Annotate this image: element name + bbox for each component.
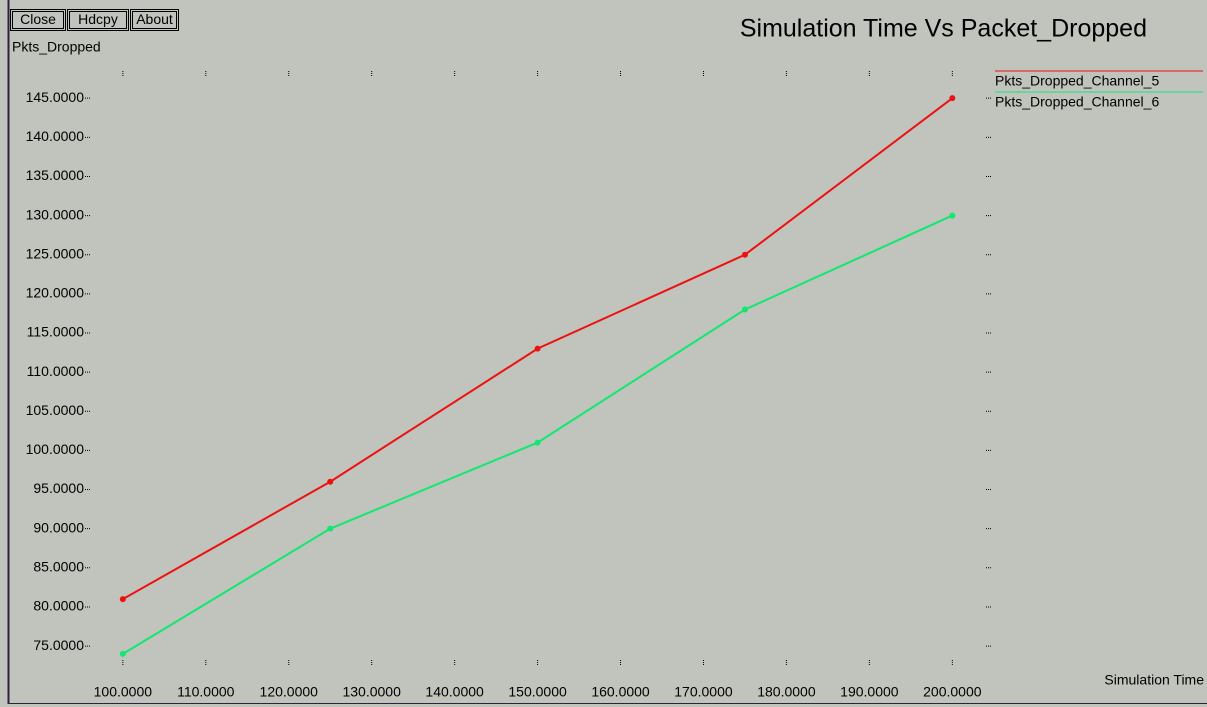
x-tick-label: 170.0000 bbox=[674, 684, 733, 700]
y-tick-label: 80.0000 bbox=[33, 598, 84, 614]
x-tick-label: 150.0000 bbox=[508, 684, 567, 700]
y-tick-label: 125.0000 bbox=[26, 245, 85, 261]
y-tick-label: 105.0000 bbox=[26, 402, 85, 418]
x-tick-label: 130.0000 bbox=[342, 684, 401, 700]
data-point bbox=[119, 596, 126, 603]
hdcpy-button[interactable]: Hdcpy bbox=[67, 9, 129, 31]
y-tick-label: 75.0000 bbox=[33, 637, 84, 653]
y-axis-label: Pkts_Dropped bbox=[12, 39, 101, 55]
y-tick-label: 100.0000 bbox=[26, 441, 85, 457]
x-tick-label: 180.0000 bbox=[757, 684, 816, 700]
x-tick-label: 190.0000 bbox=[840, 684, 899, 700]
legend-label: Pkts_Dropped_Channel_6 bbox=[995, 94, 1159, 110]
y-tick-label: 130.0000 bbox=[26, 206, 85, 222]
close-button[interactable]: Close bbox=[10, 9, 66, 31]
data-point bbox=[741, 251, 748, 258]
x-tick-label: 160.0000 bbox=[591, 684, 650, 700]
data-point bbox=[327, 478, 334, 485]
y-tick-label: 135.0000 bbox=[26, 167, 85, 183]
data-point bbox=[534, 345, 541, 352]
chart-title: Simulation Time Vs Packet_Dropped bbox=[740, 15, 1147, 43]
legend-label: Pkts_Dropped_Channel_5 bbox=[995, 73, 1159, 89]
y-tick-label: 85.0000 bbox=[33, 559, 84, 575]
button-label: Hdcpy bbox=[78, 11, 118, 27]
y-tick-label: 115.0000 bbox=[27, 324, 85, 340]
about-button[interactable]: About bbox=[130, 9, 179, 31]
y-tick-label: 110.0000 bbox=[27, 363, 85, 379]
y-tick-label: 120.0000 bbox=[26, 285, 85, 301]
x-axis-label: Simulation Time bbox=[1104, 672, 1204, 688]
data-point bbox=[949, 95, 956, 102]
y-tick-label: 95.0000 bbox=[33, 480, 84, 496]
button-label: About bbox=[136, 11, 173, 27]
button-label: Close bbox=[20, 11, 56, 27]
data-point bbox=[741, 306, 748, 313]
data-point bbox=[327, 525, 334, 532]
y-tick-label: 90.0000 bbox=[33, 519, 84, 535]
x-tick-label: 100.0000 bbox=[94, 684, 153, 700]
y-tick-label: 140.0000 bbox=[26, 128, 85, 144]
x-tick-label: 120.0000 bbox=[260, 684, 319, 700]
x-tick-label: 110.0000 bbox=[177, 684, 235, 700]
x-tick-label: 200.0000 bbox=[923, 684, 982, 700]
data-point bbox=[534, 439, 541, 446]
data-point bbox=[119, 650, 126, 657]
y-tick-label: 145.0000 bbox=[26, 89, 85, 105]
x-tick-label: 140.0000 bbox=[425, 684, 484, 700]
data-point bbox=[949, 212, 956, 219]
